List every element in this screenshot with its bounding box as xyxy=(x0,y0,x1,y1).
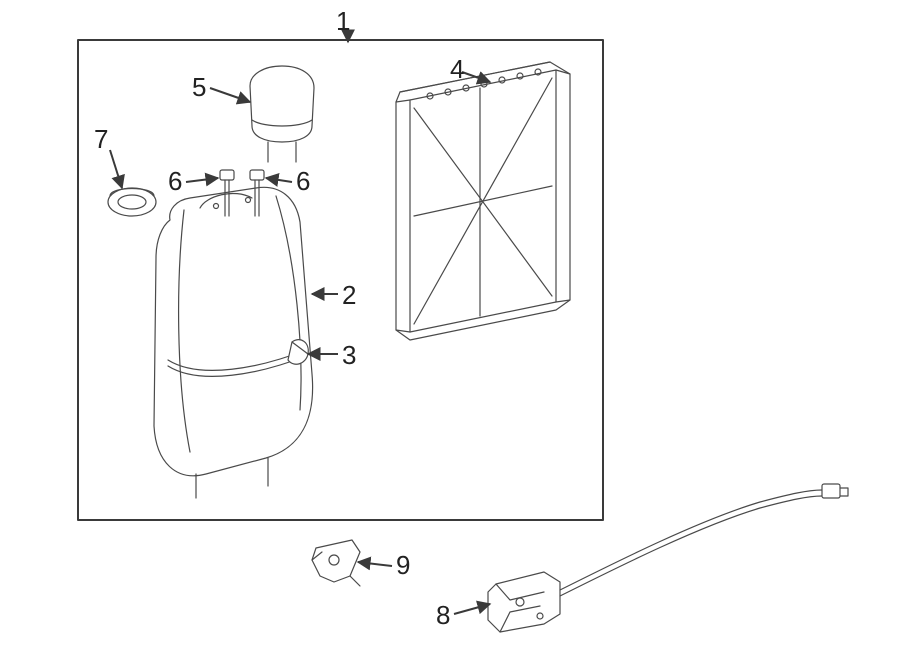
callout-9: 9 xyxy=(396,550,410,581)
callout-5: 5 xyxy=(192,72,206,103)
callout-1: 1 xyxy=(336,6,350,37)
callout-3: 3 xyxy=(342,340,356,371)
part-latch-cable xyxy=(488,484,848,632)
part-seat-back xyxy=(154,187,313,498)
diagram-stage: 1 2 3 4 5 6 6 7 8 9 xyxy=(0,0,900,661)
callout-8: 8 xyxy=(436,600,450,631)
diagram-svg xyxy=(0,0,900,661)
part-headrest xyxy=(250,66,314,162)
line-art xyxy=(78,40,848,632)
callout-6b: 6 xyxy=(296,166,310,197)
part-bezel xyxy=(108,188,156,216)
callout-7: 7 xyxy=(94,124,108,155)
callout-4: 4 xyxy=(450,54,464,85)
callout-6a: 6 xyxy=(168,166,182,197)
part-frame xyxy=(396,62,570,340)
callout-2: 2 xyxy=(342,280,356,311)
part-striker xyxy=(312,540,360,586)
